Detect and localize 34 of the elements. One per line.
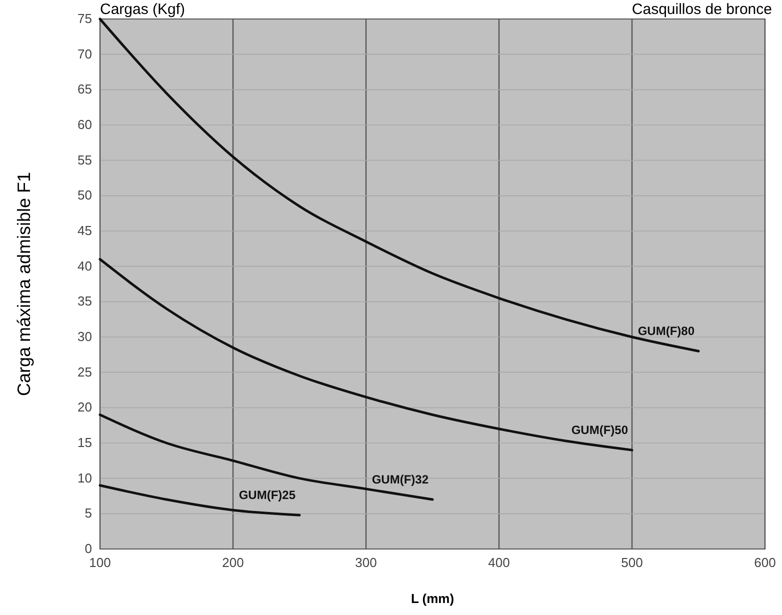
- line-series: [98, 484, 301, 516]
- line-series: [98, 18, 700, 352]
- y-tick-label: 75: [78, 11, 92, 26]
- x-axis-title: L (mm): [410, 591, 454, 606]
- series-label: GUM(F)50: [571, 423, 628, 438]
- series-label: GUM(F)32: [372, 472, 429, 487]
- y-tick-label: 10: [78, 470, 92, 486]
- y-tick-label: 70: [78, 46, 92, 62]
- y-tick-label: 35: [78, 294, 92, 309]
- y-tick-label: 40: [78, 258, 92, 274]
- series-label: GUM(F)80: [638, 324, 695, 338]
- y-tick-label: 45: [78, 223, 92, 238]
- chart-title: Cargas (Kgf): [100, 1, 186, 18]
- y-tick-label: 50: [78, 188, 92, 203]
- y-tick-label: 30: [78, 329, 92, 344]
- y-tick-label: 5: [84, 506, 92, 521]
- x-tick-label: 400: [488, 555, 510, 570]
- x-tick-label: 600: [754, 555, 776, 570]
- y-tick-label: 25: [78, 364, 92, 380]
- x-tick-label: 200: [222, 555, 244, 570]
- x-tick-label: 100: [89, 555, 111, 570]
- chart-subtitle: Casquillos de bronce: [632, 1, 772, 18]
- line-series: [98, 413, 434, 501]
- y-axis-title: Carga máxima admisible F1: [14, 172, 34, 396]
- y-tick-label: 20: [78, 400, 92, 415]
- x-tick-label: 500: [621, 555, 643, 570]
- y-tick-label: 0: [84, 541, 92, 556]
- y-tick-label: 15: [78, 435, 92, 450]
- series-label: GUM(F)25: [238, 488, 296, 502]
- y-tick-label: 60: [78, 117, 92, 132]
- x-tick-label: 300: [355, 555, 377, 570]
- y-tick-label: 65: [78, 82, 92, 97]
- line-series: [98, 258, 634, 452]
- y-tick-label: 55: [78, 152, 92, 168]
